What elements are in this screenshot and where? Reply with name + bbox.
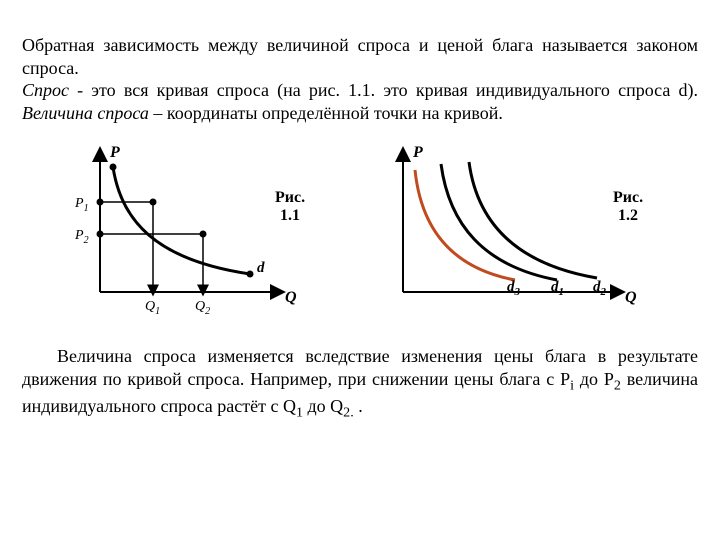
axis-point-p2 bbox=[97, 231, 104, 238]
curve-point-2 bbox=[200, 231, 207, 238]
demand-curve bbox=[113, 167, 250, 274]
paragraph-2: Величина спроса изменяется вследствие из… bbox=[22, 345, 698, 422]
label-p1: P1 bbox=[74, 196, 89, 214]
label-p2: P2 bbox=[74, 228, 89, 246]
sub-i: i bbox=[570, 377, 574, 393]
label-d2: d2 bbox=[593, 279, 607, 298]
p2-2: до P bbox=[580, 369, 614, 389]
curve-point-1 bbox=[150, 199, 157, 206]
sub-1: 1 bbox=[296, 404, 303, 420]
figure-1-2: P Q d3 d1 d2 Рис. 1.2 bbox=[365, 142, 665, 327]
caption-1-2b: 1.2 bbox=[618, 207, 638, 224]
label-d3: d3 bbox=[507, 279, 521, 298]
p1-a: Обратная зависимость между величиной спр… bbox=[22, 35, 698, 78]
paragraph-1: Обратная зависимость между величиной спр… bbox=[22, 34, 698, 124]
axis-label-q: Q bbox=[625, 289, 637, 306]
label-q2: Q2 bbox=[195, 299, 210, 317]
figures-row: P Q d P1 P2 Q1 Q2 Рис. 1.1 P Q d3 d1 d2 … bbox=[22, 142, 698, 327]
p2-4: до Q bbox=[308, 396, 344, 416]
curve-label-d: d bbox=[257, 260, 265, 276]
p1-c-rest: – координаты определённой точки на криво… bbox=[149, 103, 503, 123]
caption-1-1b: 1.1 bbox=[280, 207, 300, 224]
label-d1: d1 bbox=[551, 279, 564, 298]
curve-d2 bbox=[469, 162, 597, 278]
axis-label-p: P bbox=[412, 144, 423, 161]
figure-1-1: P Q d P1 P2 Q1 Q2 Рис. 1.1 bbox=[55, 142, 335, 327]
sub-2a: 2 bbox=[614, 377, 621, 393]
p1-b-rest: - это вся кривая спроса (на рис. 1.1. эт… bbox=[69, 80, 698, 100]
axis-label-p: P bbox=[109, 144, 120, 161]
p2-5: . bbox=[354, 396, 363, 416]
curve-d1 bbox=[441, 164, 557, 280]
p1-b-italic: Спрос bbox=[22, 80, 69, 100]
axis-label-q: Q bbox=[285, 289, 297, 306]
caption-1-1: Рис. bbox=[275, 189, 305, 206]
p1-c-italic: Величина спроса bbox=[22, 103, 149, 123]
caption-1-2: Рис. bbox=[613, 189, 643, 206]
curve-point bbox=[247, 271, 254, 278]
curve-d3 bbox=[415, 170, 515, 280]
label-q1: Q1 bbox=[145, 299, 160, 317]
axis-point-p1 bbox=[97, 199, 104, 206]
curve-point bbox=[110, 164, 117, 171]
